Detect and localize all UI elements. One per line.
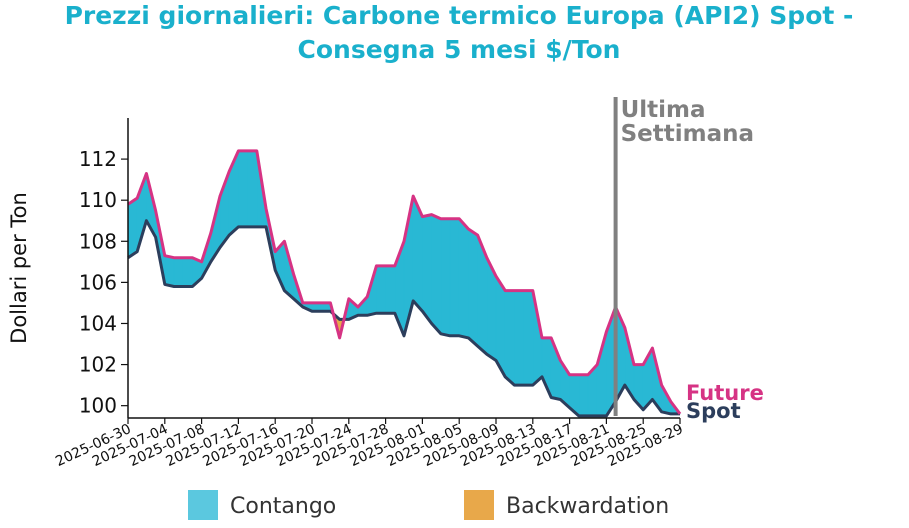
contango-fill-segment [468,228,478,347]
y-axis-label: Dollari per Ton [7,192,31,344]
marker-label-line-2: Settimana [621,121,754,147]
spread-fill-layer [127,150,681,417]
y-tick-label: 104 [79,311,117,335]
future-end-label: Future [686,381,764,405]
legend-swatch-contango [188,490,218,520]
contango-fill-segment [431,214,442,335]
contango-fill-segment [504,290,515,386]
legend-label-contango: Contango [230,494,336,519]
contango-fill-segment [422,214,432,325]
contango-fill-segment [514,290,524,386]
last-week-marker: Ultima Settimana [613,97,754,416]
marker-label-line-1: Ultima [621,97,706,123]
contango-fill-segment [173,257,184,287]
y-tick-label: 108 [79,229,117,253]
y-tick-label: 110 [79,188,117,212]
series-line-layer [127,149,682,418]
contango-fill-segment [182,257,193,287]
chart-title-line-1: Prezzi giornalieri: Carbone termico Euro… [65,1,854,30]
contango-fill-segment [127,197,138,259]
legend-swatch-backwardation [464,490,494,520]
legend: Contango Backwardation [188,490,669,520]
contango-fill-segment [376,265,386,314]
series-end-labels: Future Spot [686,381,764,423]
contango-fill-segment [247,150,258,228]
contango-fill-segment [458,217,469,339]
y-tick-label: 102 [79,353,117,377]
chart-title-line-2: Consegna 5 mesi $/Ton [298,35,621,64]
contango-fill-segment [238,150,248,228]
contango-fill-segment [578,374,589,417]
legend-label-backwardation: Backwardation [506,494,669,519]
contango-fill-segment [164,255,175,287]
contango-fill-segment [440,218,451,337]
spot-line [127,219,680,418]
y-tick-label: 112 [79,147,117,171]
contango-fill-segment [385,265,396,314]
spot-end-label: Spot [686,399,741,423]
future-line [127,149,682,415]
contango-fill-segment [449,218,460,337]
y-tick-label: 106 [79,270,117,294]
y-tick-label: 100 [79,394,117,418]
contango-fill-segment [523,290,534,386]
